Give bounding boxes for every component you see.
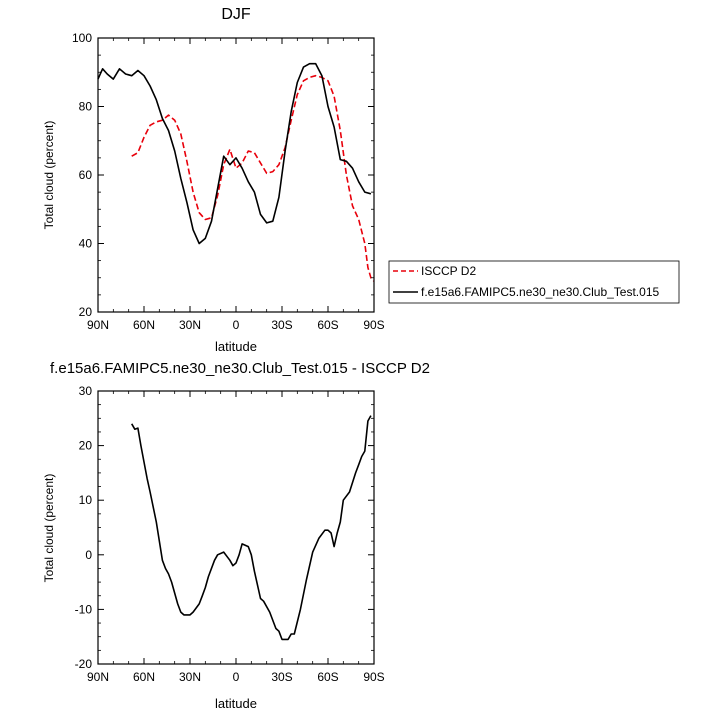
legend-box — [388, 260, 680, 304]
top-y-tick-label: 40 — [79, 237, 93, 251]
bottom-x-tick-label: 0 — [233, 670, 240, 684]
bottom-x-tick-label: 30S — [271, 670, 292, 684]
top-x-tick-label: 30S — [271, 318, 292, 332]
bottom-x-tick-label: 90N — [87, 670, 109, 684]
legend: ISCCP D2 f.e15a6.FAMIPC5.ne30_ne30.Club_… — [388, 260, 680, 304]
bottom-x-tick-label: 90S — [363, 670, 384, 684]
bottom-x-tick-label: 60S — [317, 670, 338, 684]
top-x-tick-label: 60S — [317, 318, 338, 332]
bottom-chart-title: f.e15a6.FAMIPC5.ne30_ne30.Club_Test.015 … — [50, 360, 430, 377]
top-x-tick-label: 30N — [179, 318, 201, 332]
legend-label-isccp: ISCCP D2 — [421, 264, 476, 278]
top-chart-ylabel: Total cloud (percent) — [42, 121, 56, 230]
top-y-tick-label: 60 — [79, 168, 93, 182]
top-y-tick-label: 20 — [79, 305, 93, 319]
bottom-y-tick-label: -20 — [75, 657, 93, 671]
bottom-y-tick-label: 10 — [79, 493, 93, 507]
top-chart-ticks: 90N 60N 30N 0 30S 60S 90S 20 40 60 80 100 — [72, 31, 385, 332]
bottom-series-line-1 — [131, 415, 372, 641]
bottom-x-tick-label: 30N — [179, 670, 201, 684]
top-y-tick-label: 80 — [79, 100, 93, 114]
bottom-y-tick-label: -10 — [75, 602, 93, 616]
top-x-tick-label: 90S — [363, 318, 384, 332]
top-x-tick-label: 90N — [87, 318, 109, 332]
bottom-y-tick-label: 30 — [79, 384, 93, 398]
bottom-chart-ylabel: Total cloud (percent) — [42, 474, 56, 583]
legend-label-model: f.e15a6.FAMIPC5.ne30_ne30.Club_Test.015 — [421, 285, 659, 299]
bottom-chart-ticks: 90N 60N 30N 0 30S 60S 90S -20 -10 0 10 20 30 — [75, 384, 385, 684]
top-x-tick-label: 60N — [133, 318, 155, 332]
bottom-y-tick-label: 0 — [85, 548, 92, 562]
top-chart-xlabel: latitude — [215, 339, 257, 354]
bottom-y-tick-label: 20 — [79, 439, 93, 453]
bottom-chart-frame — [97, 390, 375, 665]
top-chart-title: DJF — [221, 6, 251, 23]
top-chart: DJF 90N 60N 30N 0 30S 60S 90S 20 40 60 80 100 latit… — [42, 6, 385, 354]
top-series-line-1 — [131, 74, 375, 282]
top-y-tick-label: 100 — [72, 31, 92, 45]
bottom-chart-xlabel: latitude — [215, 696, 257, 711]
top-series-line-2 — [97, 62, 372, 245]
top-chart-series-group — [97, 62, 375, 282]
top-x-tick-label: 0 — [233, 318, 240, 332]
bottom-x-tick-label: 60N — [133, 670, 155, 684]
top-chart-frame — [97, 37, 375, 313]
bottom-chart: f.e15a6.FAMIPC5.ne30_ne30.Club_Test.015 … — [42, 360, 430, 711]
bottom-chart-series-group — [131, 415, 372, 641]
